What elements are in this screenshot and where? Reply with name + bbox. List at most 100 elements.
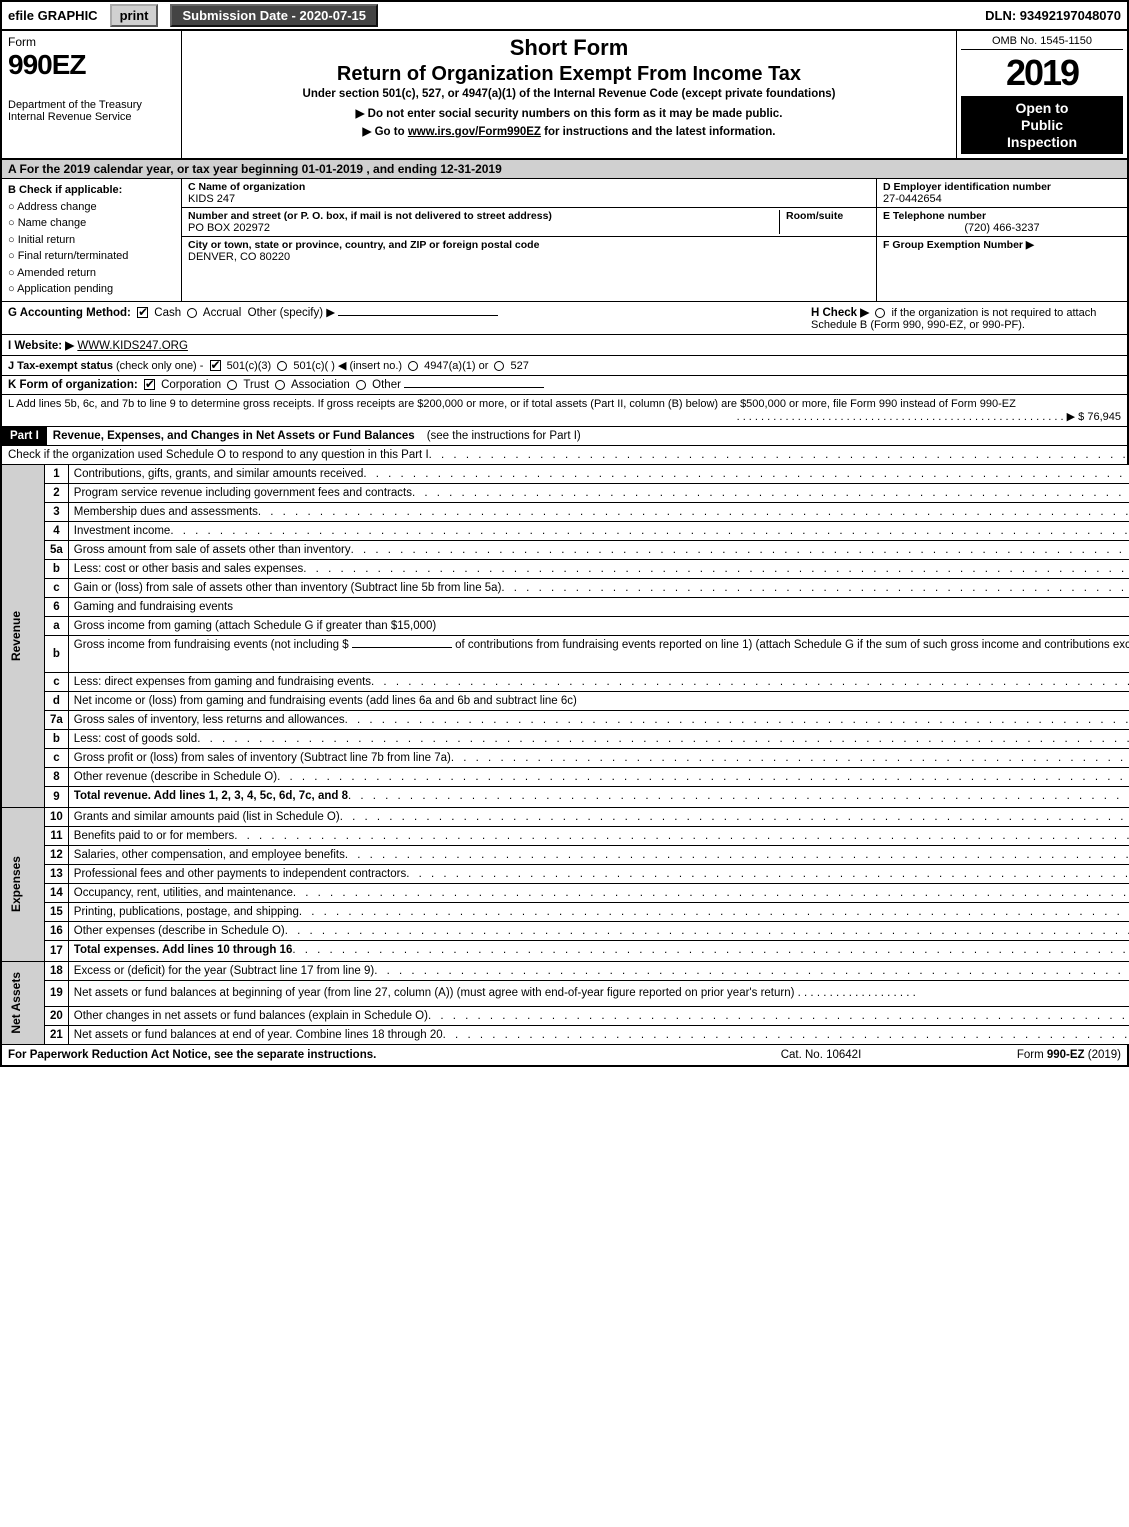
cash-label: Cash (154, 307, 181, 319)
check-4947[interactable] (408, 361, 418, 371)
form-word: Form (8, 35, 175, 49)
r5a-num: 5a (45, 540, 69, 559)
omb-number: OMB No. 1545-1150 (961, 35, 1123, 50)
r7c-desc: Gross profit or (loss) from sales of inv… (74, 752, 451, 764)
r15-desc: Printing, publications, postage, and shi… (74, 906, 299, 918)
short-form-title: Short Form (190, 35, 948, 61)
r8-desc: Other revenue (describe in Schedule O) (74, 771, 277, 783)
row-11: 11 Benefits paid to or for members 11 (1, 826, 1129, 845)
r8-num: 8 (45, 767, 69, 786)
col-b-header: B Check if applicable: (8, 182, 175, 199)
check-other-org[interactable] (356, 380, 366, 390)
row-13: 13 Professional fees and other payments … (1, 864, 1129, 883)
row-12: 12 Salaries, other compensation, and emp… (1, 845, 1129, 864)
check-cash[interactable] (137, 307, 148, 318)
check-initial-return[interactable]: Initial return (8, 232, 175, 249)
check-501c3[interactable] (210, 360, 221, 371)
check-address-change[interactable]: Address change (8, 199, 175, 216)
k-opt-corp: Corporation (161, 379, 221, 391)
r3-num: 3 (45, 502, 69, 521)
r4-desc: Investment income (74, 525, 171, 537)
row-19a: 19 Net assets or fund balances at beginn… (1, 980, 1129, 987)
col-c: C Name of organization KIDS 247 Number a… (182, 179, 877, 301)
cat-no: Cat. No. 10642I (721, 1049, 921, 1061)
check-527[interactable] (494, 361, 504, 371)
open-line3: Inspection (963, 134, 1121, 151)
submission-date-wrap: Submission Date - 2020-07-15 (164, 2, 384, 29)
check-501c[interactable] (277, 361, 287, 371)
group-exemption-label: F Group Exemption Number ▶ (883, 239, 1034, 251)
check-corporation[interactable] (144, 379, 155, 390)
city-cell: City or town, state or province, country… (182, 237, 876, 265)
r1-num: 1 (45, 465, 69, 484)
row-6: 6 Gaming and fundraising events (1, 597, 1129, 616)
org-name: KIDS 247 (188, 193, 235, 205)
r3-desc: Membership dues and assessments (74, 506, 258, 518)
r11-desc: Benefits paid to or for members (74, 830, 234, 842)
r7a-desc: Gross sales of inventory, less returns a… (74, 714, 345, 726)
j-opt3: 4947(a)(1) or (424, 360, 488, 372)
city-label: City or town, state or province, country… (188, 239, 539, 251)
r16-num: 16 (45, 921, 69, 940)
r5a-desc: Gross amount from sale of assets other t… (74, 544, 351, 556)
check-amended-return[interactable]: Amended return (8, 265, 175, 282)
r5c-num: c (45, 578, 69, 597)
r6a-num: a (45, 616, 69, 635)
part-i-header-row: Part I Revenue, Expenses, and Changes in… (0, 427, 1129, 446)
g-label: G Accounting Method: (8, 307, 131, 319)
r1-desc: Contributions, gifts, grants, and simila… (74, 468, 364, 480)
j-label: J Tax-exempt status (8, 360, 113, 372)
footer: For Paperwork Reduction Act Notice, see … (0, 1045, 1129, 1067)
tax-year: 2019 (961, 52, 1123, 94)
r9-desc: Total revenue. Add lines 1, 2, 3, 4, 5c,… (74, 790, 348, 804)
r7a-num: 7a (45, 710, 69, 729)
r12-desc: Salaries, other compensation, and employ… (74, 849, 345, 861)
r5b-num: b (45, 559, 69, 578)
r11-num: 11 (45, 826, 69, 845)
subtitle: Under section 501(c), 527, or 4947(a)(1)… (190, 88, 948, 100)
dept-label: Department of the Treasury (8, 99, 175, 111)
row-10: Expenses 10 Grants and similar amounts p… (1, 807, 1129, 826)
ein-value: 27-0442654 (883, 193, 942, 205)
r21-desc: Net assets or fund balances at end of ye… (74, 1029, 443, 1041)
check-name-change[interactable]: Name change (8, 215, 175, 232)
print-button[interactable]: print (110, 4, 159, 27)
row-6a: a Gross income from gaming (attach Sched… (1, 616, 1129, 635)
website-value[interactable]: WWW.KIDS247.ORG (77, 340, 188, 352)
j-opt1: 501(c)(3) (227, 360, 272, 372)
row-15: 15 Printing, publications, postage, and … (1, 902, 1129, 921)
check-trust[interactable] (227, 380, 237, 390)
tel-value: (720) 466-3237 (883, 222, 1121, 234)
topbar: efile GRAPHIC print Submission Date - 20… (0, 0, 1129, 31)
line-j: J Tax-exempt status (check only one) - 5… (0, 356, 1129, 376)
r6-desc: Gaming and fundraising events (68, 597, 1129, 616)
part-i-check-text: Check if the organization used Schedule … (2, 446, 1129, 464)
line-g-h: G Accounting Method: Cash Accrual Other … (0, 302, 1129, 335)
part-i-title: Revenue, Expenses, and Changes in Net As… (47, 427, 421, 445)
part-i-note: (see the instructions for Part I) (421, 427, 1127, 445)
group-exemption-cell: F Group Exemption Number ▶ (877, 237, 1127, 253)
check-final-return[interactable]: Final return/terminated (8, 248, 175, 265)
check-application-pending[interactable]: Application pending (8, 281, 175, 298)
tel-label: E Telephone number (883, 210, 986, 222)
r18-desc: Excess or (deficit) for the year (Subtra… (74, 965, 374, 977)
r14-num: 14 (45, 883, 69, 902)
r2-num: 2 (45, 483, 69, 502)
check-h[interactable] (875, 308, 885, 318)
row-17: 17 Total expenses. Add lines 10 through … (1, 940, 1129, 961)
check-association[interactable] (275, 380, 285, 390)
k-opt-assoc: Association (291, 379, 350, 391)
r6c-desc: Less: direct expenses from gaming and fu… (74, 676, 371, 688)
goto-link[interactable]: www.irs.gov/Form990EZ (408, 126, 541, 138)
r17-num: 17 (45, 940, 69, 961)
form-number: 990EZ (8, 49, 175, 81)
h-label: H Check ▶ (811, 307, 869, 319)
header-left: Form 990EZ Department of the Treasury In… (2, 31, 182, 158)
open-to-public: Open to Public Inspection (961, 96, 1123, 154)
r10-desc: Grants and similar amounts paid (list in… (74, 811, 340, 823)
l-text: L Add lines 5b, 6c, and 7b to line 9 to … (8, 398, 1121, 410)
i-label: I Website: ▶ (8, 340, 74, 352)
form-ref: Form 990-EZ (2019) (921, 1049, 1121, 1061)
check-accrual[interactable] (187, 308, 197, 318)
line-a: A For the 2019 calendar year, or tax yea… (0, 160, 1129, 179)
